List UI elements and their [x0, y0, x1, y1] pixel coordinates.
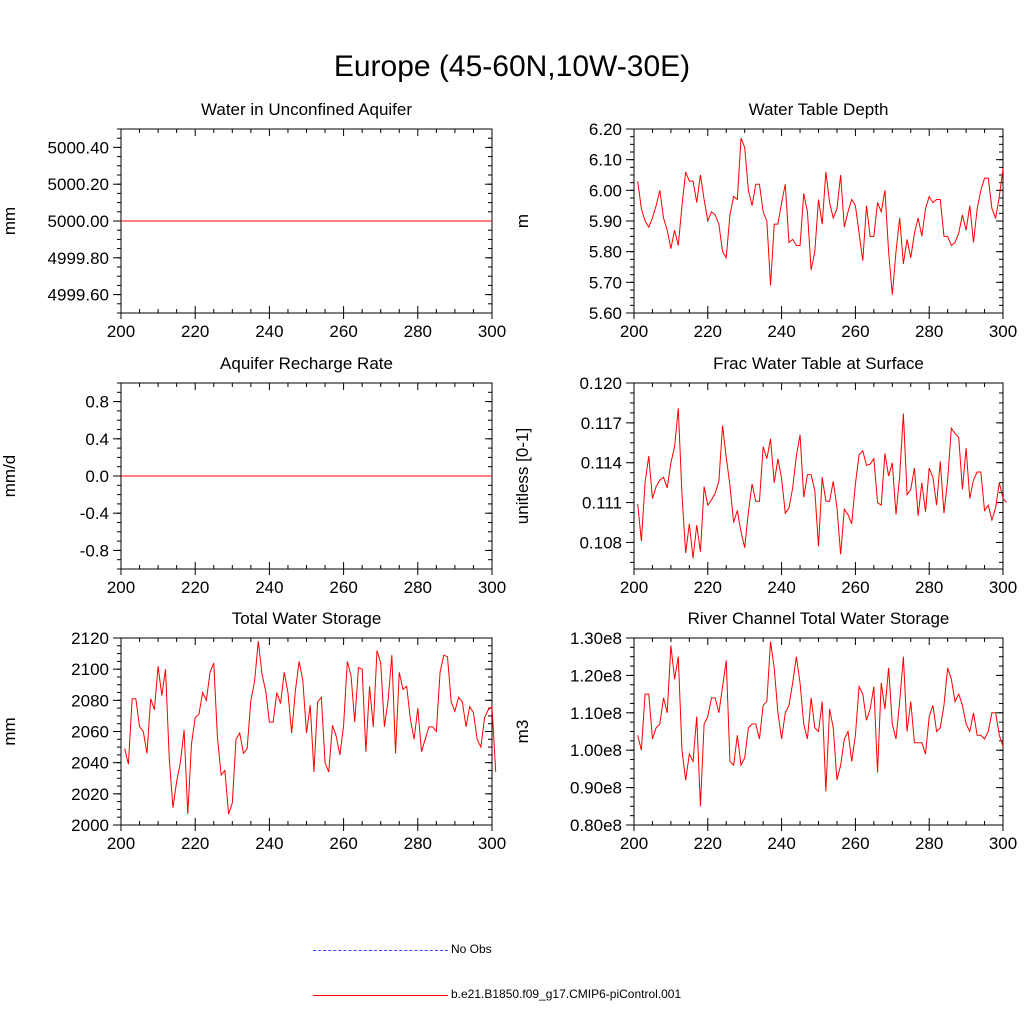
panel-aquifer-recharge-rate: Aquifer Recharge Rate mm/d 200 220 240 260 280…: [0, 354, 506, 597]
y-tick-label: 0.0: [85, 467, 109, 486]
y-tick-label: 2080: [71, 691, 109, 710]
x-tick-label: 280: [915, 322, 943, 341]
x-tick-label: 280: [404, 578, 432, 597]
x-tick-label: 260: [329, 578, 357, 597]
panel-title: Water in Unconfined Aquifer: [201, 100, 412, 119]
y-tick-label: 5000.20: [48, 175, 109, 194]
x-tick-label: 280: [915, 834, 943, 853]
series-line: [637, 138, 1004, 295]
y-tick-label: 2040: [71, 754, 109, 773]
x-tick-label: 220: [694, 578, 722, 597]
y-tick-label: 1.10e8: [570, 704, 622, 723]
x-tick-label: 220: [694, 834, 722, 853]
y-axis-label: mm: [0, 207, 19, 235]
panel-water-in-unconfined-aquifer: Water in Unconfined Aquifer mm 200 220 240 26…: [0, 100, 506, 341]
y-tick-label: 1.30e8: [570, 629, 622, 648]
x-tick-label: 300: [989, 322, 1017, 341]
y-axis-label: m3: [513, 720, 532, 744]
x-tick-label: 240: [255, 578, 283, 597]
y-tick-label: -0.4: [80, 504, 109, 523]
x-tick-label: 200: [620, 322, 648, 341]
x-tick-label: 260: [841, 322, 869, 341]
y-axis-label: m: [513, 214, 532, 228]
y-tick-label: 4999.60: [48, 286, 109, 305]
y-tick-label: 2100: [71, 660, 109, 679]
series-line: [124, 641, 497, 815]
x-tick-label: 200: [107, 578, 135, 597]
x-tick-label: 220: [181, 834, 209, 853]
panel-frac-water-table-at-surface: Frac Water Table at Surface unitless [0-1…: [513, 354, 1017, 597]
x-tick-label: 240: [767, 834, 795, 853]
x-tick-label: 300: [478, 834, 506, 853]
panel-title: Frac Water Table at Surface: [713, 354, 924, 373]
x-tick-label: 220: [181, 322, 209, 341]
y-axis-label: unitless [0-1]: [513, 428, 532, 524]
y-tick-label: 5.90: [589, 212, 622, 231]
y-tick-label: 5000.00: [48, 212, 109, 231]
x-tick-label: 240: [767, 578, 795, 597]
y-tick-label: 0.117: [581, 414, 622, 433]
x-tick-label: 200: [620, 578, 648, 597]
panel-title: Water Table Depth: [749, 100, 889, 119]
y-tick-label: 5.60: [589, 304, 622, 323]
x-tick-label: 200: [620, 834, 648, 853]
y-tick-label: 0.111: [582, 494, 622, 513]
y-tick-label: 5000.40: [48, 138, 109, 157]
y-tick-label: 6.10: [589, 151, 622, 170]
y-tick-label: 6.00: [589, 181, 622, 200]
figure-title: Europe (45-60N,10W-30E): [333, 50, 691, 83]
panel-water-table-depth: Water Table Depth m 200 220 240 260 280 300 5.60…: [513, 100, 1017, 341]
y-tick-label: 5.80: [589, 243, 622, 262]
x-tick-label: 260: [329, 834, 357, 853]
x-tick-label: 300: [478, 578, 506, 597]
panel-title: Aquifer Recharge Rate: [220, 354, 393, 373]
panel-title: River Channel Total Water Storage: [688, 609, 950, 628]
y-tick-label: 0.4: [85, 430, 109, 449]
y-axis-label: mm/d: [0, 455, 19, 498]
y-tick-label: 5.70: [589, 273, 622, 292]
y-tick-label: 1.00e8: [570, 741, 622, 760]
y-axis-label: mm: [0, 717, 19, 745]
panel-title: Total Water Storage: [232, 609, 382, 628]
x-tick-label: 200: [107, 834, 135, 853]
y-tick-label: 4999.80: [48, 249, 109, 268]
y-tick-label: 2020: [71, 785, 109, 804]
y-tick-label: 0.114: [581, 454, 622, 473]
y-tick-label: 2120: [71, 629, 109, 648]
panel-river-channel-total-water-storage: River Channel Total Water Storage m3 200 22…: [513, 609, 1017, 853]
series-line: [637, 408, 1008, 559]
x-tick-label: 260: [329, 322, 357, 341]
y-tick-label: 0.80e8: [570, 816, 622, 835]
x-tick-label: 300: [478, 322, 506, 341]
x-tick-label: 280: [915, 578, 943, 597]
x-tick-label: 260: [841, 578, 869, 597]
x-tick-label: 200: [107, 322, 135, 341]
y-tick-label: 0.8: [85, 393, 109, 412]
plot-frame: [633, 128, 1004, 314]
x-tick-label: 220: [694, 322, 722, 341]
y-tick-label: 2060: [71, 723, 109, 742]
x-tick-label: 260: [841, 834, 869, 853]
x-tick-label: 300: [989, 578, 1017, 597]
x-tick-label: 220: [181, 578, 209, 597]
x-tick-label: 280: [404, 322, 432, 341]
x-tick-label: 280: [404, 834, 432, 853]
panel-total-water-storage: Total Water Storage mm 200 220 240 260 280 300 2…: [0, 609, 506, 853]
x-tick-label: 240: [767, 322, 795, 341]
x-tick-label: 240: [255, 322, 283, 341]
series-line: [637, 641, 1004, 807]
x-tick-label: 300: [989, 834, 1017, 853]
y-tick-label: -0.8: [80, 541, 109, 560]
y-tick-label: 0.108: [579, 533, 622, 552]
y-tick-label: 2000: [71, 816, 109, 835]
y-tick-label: 6.20: [589, 120, 622, 139]
y-tick-label: 0.120: [579, 374, 622, 393]
y-tick-label: 1.20e8: [570, 666, 622, 685]
y-tick-label: 0.90e8: [570, 779, 622, 798]
x-tick-label: 240: [255, 834, 283, 853]
